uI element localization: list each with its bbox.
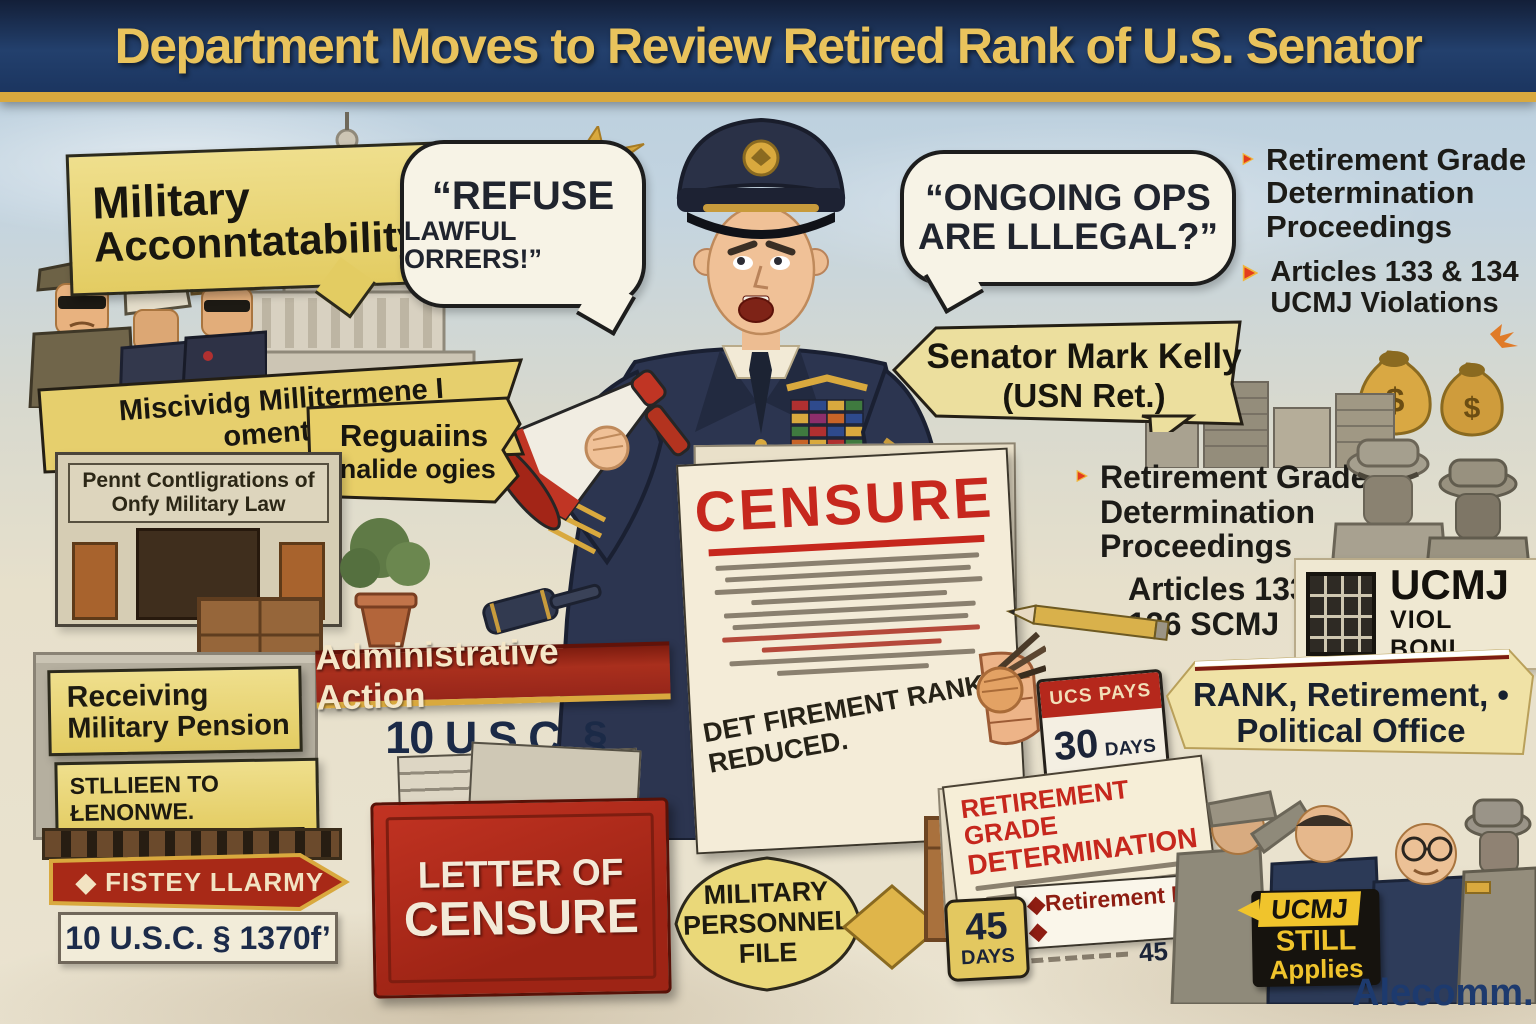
days-tab: 45 DAYS (943, 895, 1031, 983)
days-tab-unit: DAYS (960, 944, 1016, 969)
strip-scribble (1031, 951, 1132, 964)
bullet-retirement-grade-top: Retirement Grade Determination Proceedin… (1242, 143, 1534, 243)
personnel-line3: FILE (738, 936, 798, 969)
red-arrow-shape (49, 852, 350, 912)
headline-title: Department Moves to Review Retired Rank … (114, 18, 1423, 74)
triangle-bullet-icon (1242, 264, 1259, 282)
bullet-top-2-text: Articles 133 & 134 UCMJ Violations (1270, 256, 1519, 320)
pension-line1: Receiving (66, 678, 209, 714)
calendar-unit: DAYS (1104, 735, 1157, 761)
censure-title: CENSURE (693, 465, 996, 545)
second-plaque: STLLIEEN TO ŁENONWE. Uoc. (54, 757, 320, 859)
administrative-action-text: Administrative Action (314, 632, 560, 718)
planter-bush-illustration (340, 518, 430, 648)
badge-yellow-tag: UCMJ (1258, 891, 1361, 928)
building-door-left (72, 542, 118, 620)
letter-of-censure-folder: LETTER OF CENSURE (370, 797, 672, 999)
badge-tag-tail (1237, 898, 1260, 922)
refuse-line1: “REFUSE (431, 173, 615, 218)
personnel-file-label: MILITARY PERSONNEL FILE (666, 850, 868, 998)
ops-speech-bubble: “ONGOING OPS ARE LLLEGAL?” (900, 150, 1236, 315)
usc-left-strip: 10 U.S.C. § 1370f’ (58, 912, 338, 964)
kelly-line1: Senator Mark Kelly (926, 337, 1242, 376)
yellow-blob-shape (674, 856, 862, 992)
badge-tag-text: UCMJ (1269, 892, 1350, 925)
censure-stamp-text: DET FIREMENT RANK REDUCED. (700, 669, 987, 779)
calendar-value: 30 (1052, 721, 1101, 770)
folder-inner-frame (385, 812, 657, 984)
triangle-bullet-icon (1076, 469, 1088, 483)
regulations-flag: Reguaiins inalide ogies (305, 396, 523, 506)
headline-banner: Department Moves to Review Retired Rank … (0, 0, 1536, 102)
building-sign-line1: Pennt Contligrations of (82, 469, 315, 492)
bullet-mid-1-text: Retirement Grade Determination Proceedin… (1099, 459, 1369, 565)
usc-left-text: 10 U.S.C. § 1370f’ (65, 919, 331, 956)
personnel-line2: PERSONNEL (682, 905, 852, 942)
gavel-illustration (482, 583, 602, 635)
pale-ribbon-shape (1165, 648, 1535, 756)
dollar-symbol: $ (1464, 392, 1481, 425)
ops-line2: ARE LLLEGAL?” (917, 216, 1219, 257)
reg-flag-line2: inalide ogies (332, 453, 496, 484)
rank-ribbon-line2: Political Office (1236, 712, 1466, 749)
refuse-speech-bubble: “REFUSE LAWFUL ORRERS!” (400, 140, 646, 337)
triangle-bullet-icon (1242, 152, 1254, 166)
rank-retirement-ribbon: RANK, Retirement, • Political Office (1165, 648, 1536, 766)
bullet-retirement-grade-mid: Retirement Grade Determination Proceedin… (1076, 460, 1376, 564)
credit-watermark: Alecomm.io (1352, 972, 1536, 1014)
second-plaque-line1: STLLIEEN TO ŁENONWE. (69, 768, 305, 835)
ops-line1: “ONGOING OPS (925, 177, 1211, 219)
fistey-text: ◆ FISTEY LLARMY (75, 866, 325, 897)
reg-flag-line1: Reguaiins (339, 417, 489, 453)
jail-window-icon (1306, 572, 1377, 656)
pension-line2: Military Pension (67, 708, 290, 745)
fistey-arrow-banner: ◆ FISTEY LLARMY (48, 852, 352, 912)
days-tab-value: 45 (964, 905, 1009, 950)
accountability-line2: Acconntatability (93, 211, 422, 271)
calendar-header-text: UCS PAYS (1048, 679, 1153, 710)
refuse-line2: LAWFUL ORRERS!” (404, 215, 543, 274)
ucmj-box-title: UCMJ (1390, 561, 1510, 608)
administrative-action-banner: Administrative Action (315, 632, 671, 718)
rank-ribbon-line1: RANK, Retirement, • (1193, 675, 1509, 713)
senator-kelly-banner: Senator Mark Kelly (USN Ret.) (891, 320, 1246, 449)
building-sign: Pennt Contligrations of Onfy Military La… (68, 463, 329, 523)
bullet-articles-top: Articles 133 & 134 UCMJ Violations (1242, 256, 1534, 320)
building-sign-line2: Onfy Military Law (111, 493, 286, 516)
pension-plaque: Receiving Military Pension (47, 665, 303, 757)
pencil-illustration (1005, 604, 1170, 641)
hand-with-pencils-illustration (976, 631, 1046, 714)
bullet-top-1-text: Retirement Grade Determination Proceedin… (1265, 142, 1527, 244)
kelly-banner-arrow-shape (891, 320, 1244, 449)
kelly-line2: (USN Ret.) (1002, 377, 1166, 414)
military-accountability-box: Military Acconntatability (65, 141, 443, 319)
